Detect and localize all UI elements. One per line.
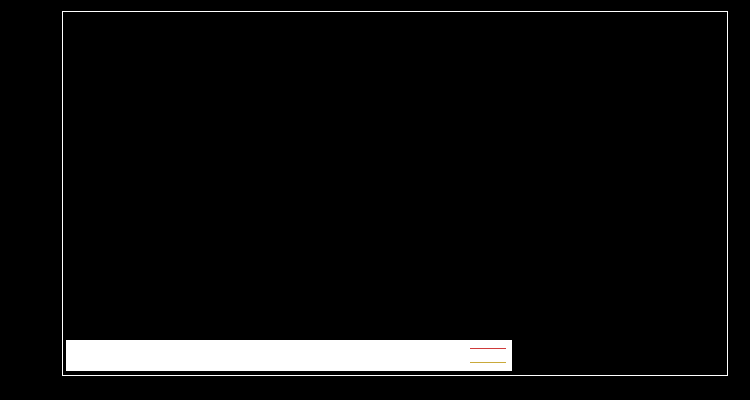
y-axis-tick-labels xyxy=(0,0,56,400)
chart-legend xyxy=(66,340,512,371)
legend-swatch-trend xyxy=(470,362,506,363)
legend-entry-trend xyxy=(66,356,506,370)
legend-swatch-volatility xyxy=(470,348,506,349)
plot-area-border xyxy=(62,11,728,376)
legend-entry-volatility xyxy=(66,342,506,356)
